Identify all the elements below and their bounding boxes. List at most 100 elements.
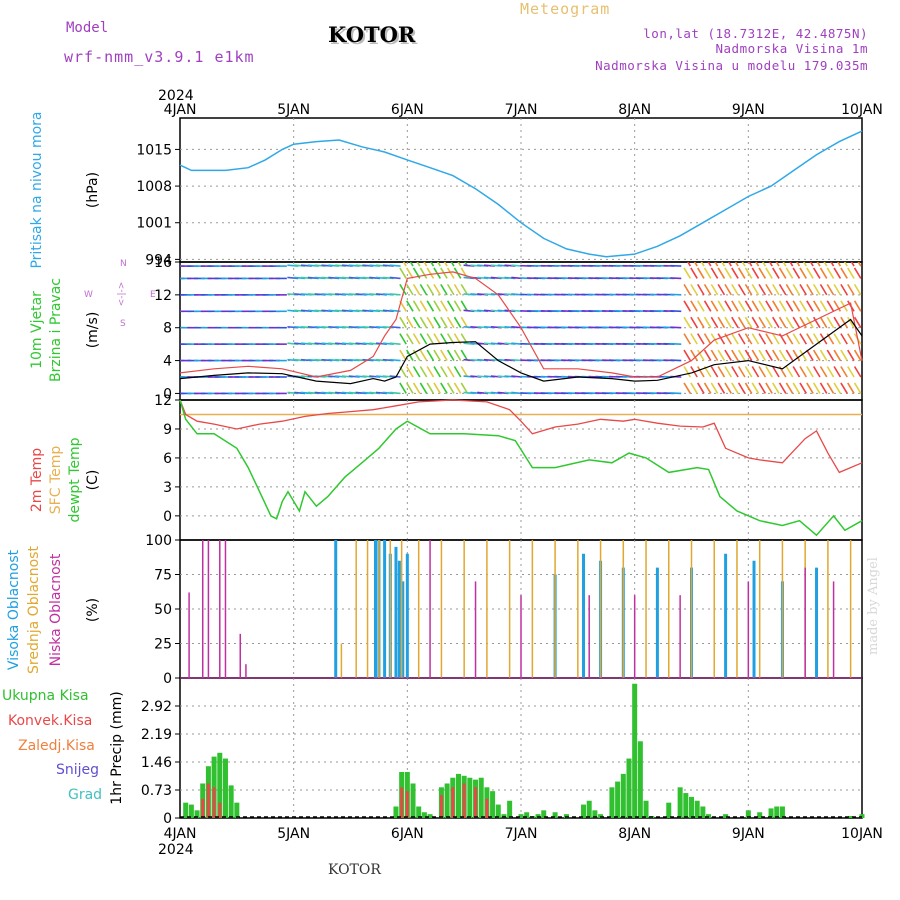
wind-barb [812,366,821,378]
wind-barb [853,283,862,296]
wind-barb [792,349,801,361]
y-tick-label: 6 [163,451,172,467]
wind-barb [778,349,787,361]
wind-barb [703,283,712,296]
wind-barb [399,333,407,345]
wind-barb [389,342,401,345]
wind-barb [389,391,401,395]
wind-barb [690,382,698,394]
wind-barb [826,349,835,361]
precip-bar [779,806,785,818]
y-tick-label: 12 [154,288,172,304]
wind-barb [772,300,780,312]
y-tick-label: 100 [145,533,172,549]
wind-barb [399,283,407,296]
wind-barb [717,349,726,361]
wind-barb [778,316,787,329]
wind-barb [700,262,705,267]
wind-barb [419,382,428,394]
wind-barb [799,300,807,312]
wind-barb [419,366,428,378]
wind-barb [426,366,435,378]
precip-bar [410,783,416,818]
wind-barb [443,262,448,267]
wind-barb [847,333,855,345]
wind-barb [389,276,401,280]
wind-barb [772,366,780,378]
precip-bar [706,814,712,818]
precip-bar [188,804,194,818]
wind-barb [457,262,462,267]
model-label: Model [66,20,109,36]
wind-barb [772,267,780,279]
wind-barb [785,349,794,361]
wind-barb [717,283,726,296]
wind-barb [744,283,753,296]
precip-bar [848,816,854,818]
wind-barb [741,262,746,267]
y-tick-label: 1008 [136,179,172,195]
wind-barb [772,349,780,361]
wind-barb [744,333,753,345]
wind-barb [697,283,705,296]
wind-barb [731,382,739,394]
wind-barb [857,262,862,267]
x-tick-label-bottom: 8JAN [618,826,651,842]
wind-barb [717,382,726,394]
wind-barb [806,349,814,361]
precip-bar [194,810,200,818]
precip-bar [222,758,228,818]
wind-barb [453,349,462,361]
wind-barb [768,262,773,267]
wind-barb [785,366,794,378]
wind-barb [426,283,435,296]
wind-barb [806,300,814,312]
wind-barb [440,366,448,378]
wind-barb [819,316,828,329]
precip-bar [228,785,234,818]
precip-bar [581,804,587,818]
wind-gust-line [179,271,863,378]
wind-barb [847,382,855,394]
wind-barb [837,262,842,267]
wind-barb [785,316,794,329]
wind-barb [703,300,712,312]
wind-barb [412,382,421,394]
wind-barb [758,316,767,329]
wind-barb [799,283,807,296]
wind-barb [717,267,726,279]
wind-barb [765,283,773,296]
wind-barb [847,283,855,296]
wind-barb [436,262,441,267]
wind-barb [412,300,421,312]
wind-barb [464,262,469,267]
wind-barb [710,333,719,345]
wind-barb [737,267,746,279]
wind-barb [772,283,780,296]
altitude: Nadmorska Visina 1m [715,41,868,56]
wind-barb [731,349,739,361]
y-tick-label: 0 [163,509,172,525]
wind-barb [426,333,435,345]
wind-barb [697,333,705,345]
x-tick-label-top: 8JAN [618,102,651,118]
wind-barb [744,316,753,329]
wind-barb [785,300,794,312]
wind-barb [724,316,732,329]
pressure-line [179,130,863,258]
wind-barb [792,267,801,279]
wind-barb [826,316,835,329]
wind-barb [833,300,842,312]
precip-bar [206,783,210,818]
wind-barb [789,262,794,267]
wind-barb [819,283,828,296]
precip-bar [467,777,473,818]
wind-barb [744,349,753,361]
wind-barb [710,382,719,394]
wind-barb [446,283,455,296]
precip-bar [637,741,643,818]
wind-label-1: 10m Vjetar [29,291,45,369]
wind-barb [772,333,780,345]
precip-bar [689,796,694,818]
precip-bar [774,806,780,818]
